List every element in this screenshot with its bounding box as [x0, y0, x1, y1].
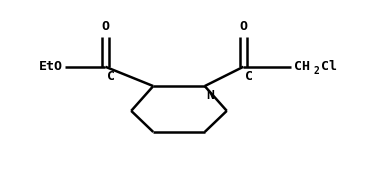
Text: CH: CH — [294, 60, 310, 73]
Text: EtO: EtO — [39, 60, 63, 73]
Text: 2: 2 — [313, 66, 319, 76]
Text: O: O — [239, 20, 247, 33]
Text: C: C — [245, 70, 253, 83]
Text: N: N — [207, 89, 214, 102]
Text: O: O — [101, 20, 110, 33]
Text: C: C — [107, 70, 115, 83]
Text: Cl: Cl — [321, 60, 337, 73]
